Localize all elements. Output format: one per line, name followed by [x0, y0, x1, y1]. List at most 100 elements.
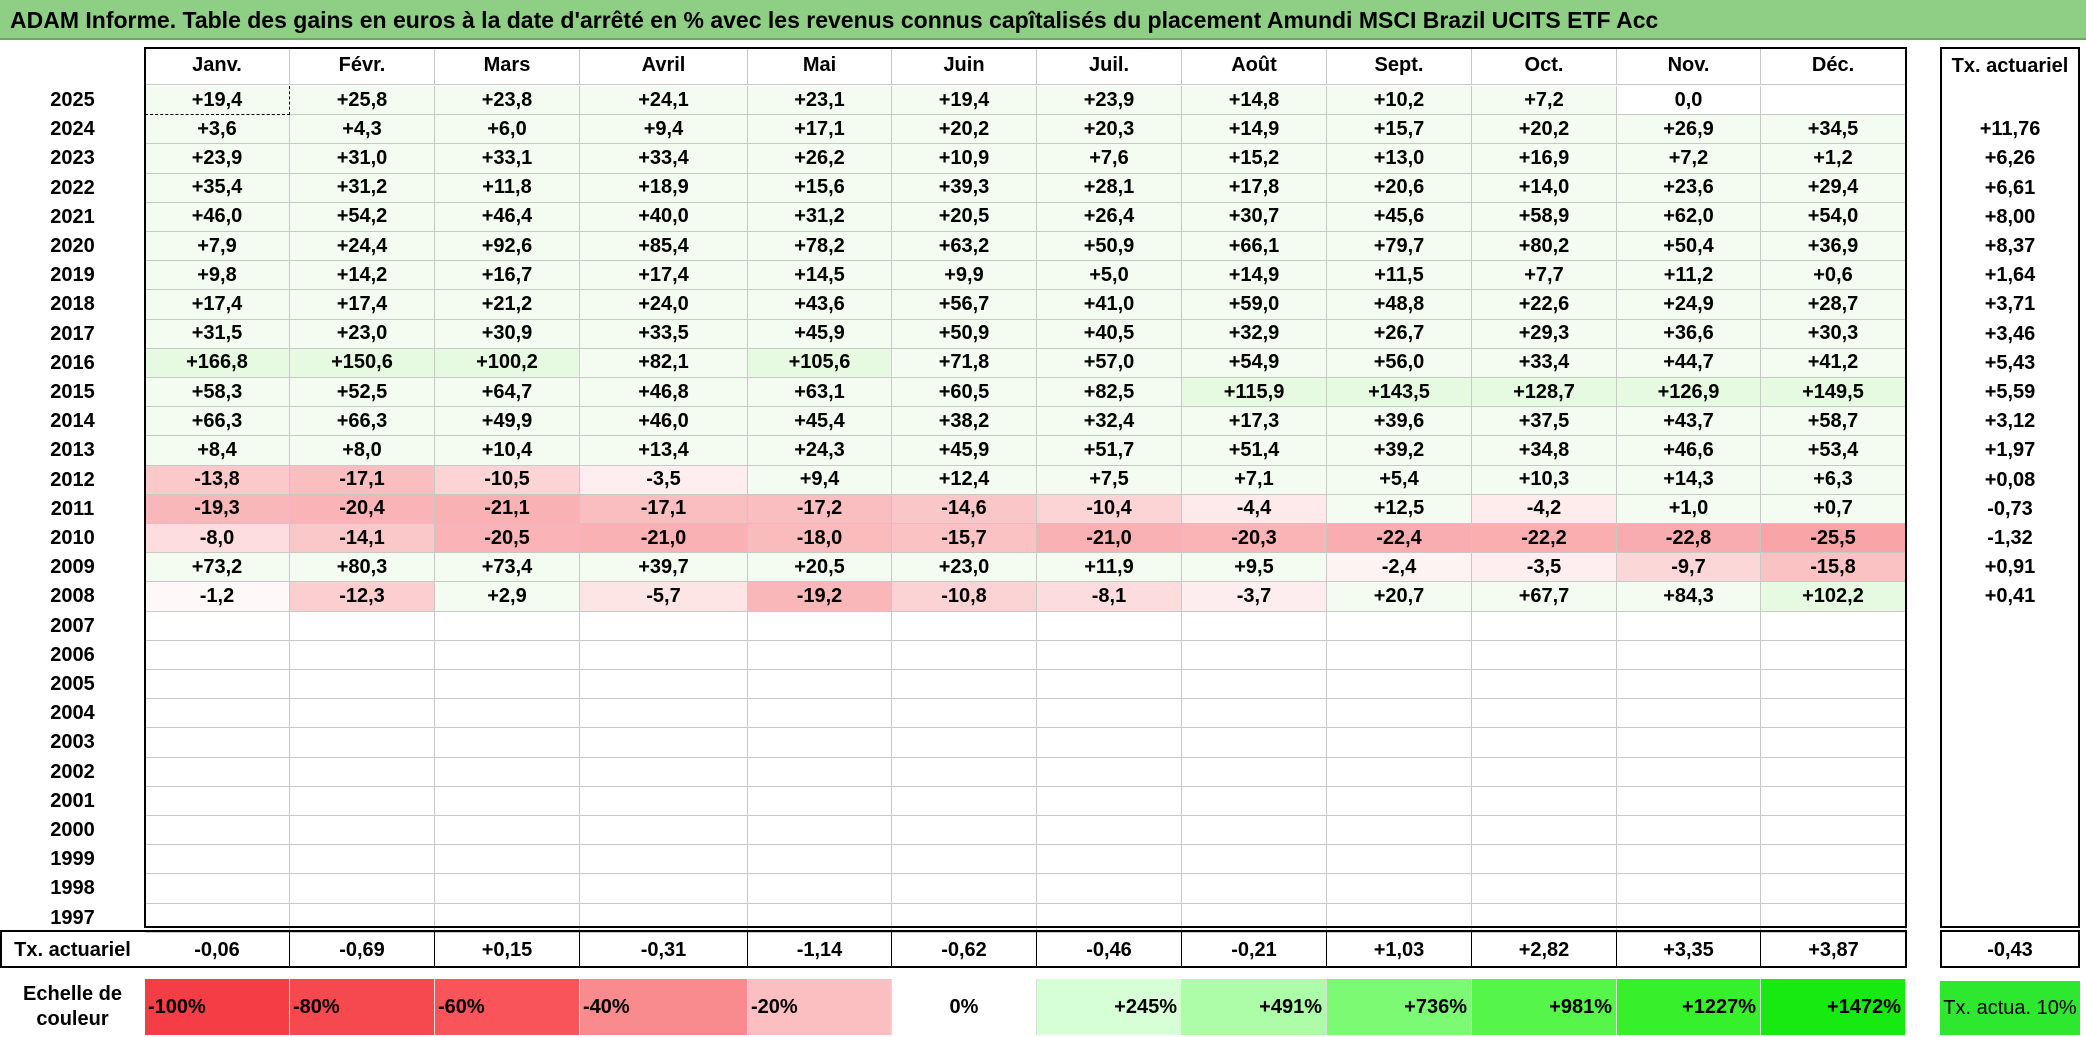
row-rate: +8,00 — [1984, 205, 2036, 228]
row-rate: -1,32 — [1987, 527, 2033, 550]
table-cell — [580, 757, 748, 787]
table-cell: +17,1 — [748, 115, 892, 145]
table-cell: +80,2 — [1472, 232, 1617, 262]
table-cell: +29,3 — [1472, 319, 1617, 349]
scale-swatch: -40% — [580, 979, 748, 1035]
table-cell: +73,2 — [145, 553, 290, 583]
page-title: ADAM Informe. Table des gains en euros à… — [0, 0, 2086, 40]
table-cell — [1472, 728, 1617, 758]
table-cell — [1472, 640, 1617, 670]
table-cell — [892, 816, 1037, 846]
table-cell: +19,4 — [145, 86, 290, 116]
table-cell: +4,3 — [290, 115, 435, 145]
table-cell: +16,9 — [1472, 144, 1617, 174]
year-label: 2023 — [50, 147, 95, 170]
table-cell: +57,0 — [1037, 348, 1182, 378]
table-cell: +23,9 — [145, 144, 290, 174]
table-cell — [1182, 786, 1327, 816]
table-cell: +84,3 — [1617, 582, 1761, 612]
table-cell — [1761, 786, 1906, 816]
table-cell — [1327, 786, 1472, 816]
table-cell: -8,0 — [145, 524, 290, 554]
table-cell: +26,2 — [748, 144, 892, 174]
table-cell — [1037, 874, 1182, 904]
year-label: 1998 — [50, 877, 95, 900]
table-cell — [1617, 640, 1761, 670]
row-rate: +5,43 — [1984, 351, 2036, 374]
table-cell: -9,7 — [1617, 553, 1761, 583]
table-cell: +85,4 — [580, 232, 748, 262]
table-cell — [1037, 816, 1182, 846]
table-cell: +67,7 — [1472, 582, 1617, 612]
table-cell: +66,3 — [290, 407, 435, 437]
table-cell — [145, 699, 290, 729]
table-cell: +15,7 — [1327, 115, 1472, 145]
table-cell: +14,2 — [290, 261, 435, 291]
table-cell — [435, 786, 580, 816]
table-cell: +41,2 — [1761, 348, 1906, 378]
table-cell: +30,7 — [1182, 202, 1327, 232]
table-cell — [435, 903, 580, 933]
table-cell: +51,4 — [1182, 436, 1327, 466]
table-cell: +20,7 — [1327, 582, 1472, 612]
table-cell — [1037, 699, 1182, 729]
table-cell — [580, 786, 748, 816]
table-cell — [1037, 786, 1182, 816]
table-cell: +34,8 — [1472, 436, 1617, 466]
table-cell — [1182, 728, 1327, 758]
year-label: 2017 — [50, 322, 95, 345]
table-cell: +46,8 — [580, 378, 748, 408]
table-cell: -15,7 — [892, 524, 1037, 554]
table-cell: +31,2 — [290, 173, 435, 203]
table-cell — [145, 786, 290, 816]
table-cell: +80,3 — [290, 553, 435, 583]
year-label: 2005 — [50, 673, 95, 696]
table-cell — [1037, 728, 1182, 758]
table-cell — [1617, 903, 1761, 933]
table-cell: -21,1 — [435, 494, 580, 524]
table-cell — [1617, 816, 1761, 846]
row-rate: +0,41 — [1984, 585, 2036, 608]
month-header: Déc. — [1761, 47, 1906, 85]
table-cell — [435, 757, 580, 787]
row-rate: +6,61 — [1984, 176, 2036, 199]
table-cell — [1327, 757, 1472, 787]
table-cell — [580, 903, 748, 933]
table-cell: +11,5 — [1327, 261, 1472, 291]
table-cell: +30,9 — [435, 319, 580, 349]
table-cell: +48,8 — [1327, 290, 1472, 320]
table-cell: +82,5 — [1037, 378, 1182, 408]
table-cell: +43,6 — [748, 290, 892, 320]
table-cell — [892, 757, 1037, 787]
table-cell: +35,4 — [145, 173, 290, 203]
table-cell — [1182, 903, 1327, 933]
table-cell — [1327, 670, 1472, 700]
table-cell: +7,2 — [1472, 86, 1617, 116]
table-cell: +7,5 — [1037, 465, 1182, 495]
table-cell: +39,3 — [892, 173, 1037, 203]
row-rate — [1940, 758, 2080, 787]
table-cell: +7,6 — [1037, 144, 1182, 174]
table-cell: +40,5 — [1037, 319, 1182, 349]
row-rate — [1940, 86, 2080, 115]
table-cell — [1761, 816, 1906, 846]
table-cell: +9,5 — [1182, 553, 1327, 583]
table-cell — [145, 816, 290, 846]
table-cell — [748, 845, 892, 875]
table-cell: +79,7 — [1327, 232, 1472, 262]
table-cell — [748, 786, 892, 816]
table-cell — [1617, 874, 1761, 904]
table-cell: +1,0 — [1617, 494, 1761, 524]
table-cell — [748, 874, 892, 904]
year-label: 2012 — [50, 468, 95, 491]
table-cell: +31,5 — [145, 319, 290, 349]
table-cell — [145, 611, 290, 641]
table-cell — [290, 670, 435, 700]
table-cell — [1182, 670, 1327, 700]
table-cell: +9,4 — [748, 465, 892, 495]
table-cell: -10,4 — [1037, 494, 1182, 524]
table-cell: +63,1 — [748, 378, 892, 408]
scale-swatch: -100% — [145, 979, 290, 1035]
table-cell: +14,0 — [1472, 173, 1617, 203]
table-cell: +63,2 — [892, 232, 1037, 262]
